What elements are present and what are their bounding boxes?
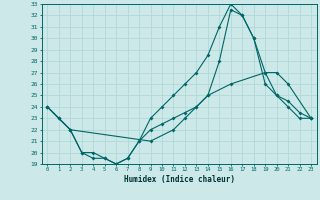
X-axis label: Humidex (Indice chaleur): Humidex (Indice chaleur) [124, 175, 235, 184]
